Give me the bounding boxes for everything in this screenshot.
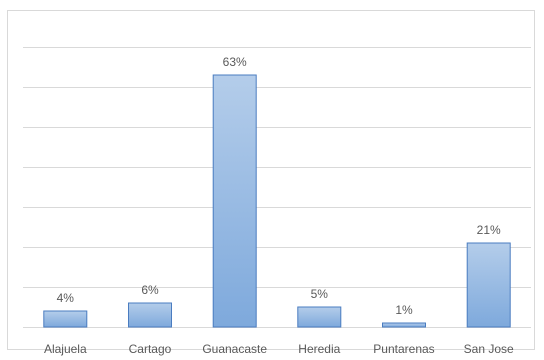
data-label-puntarenas: 1%: [395, 303, 413, 317]
x-tick-label-heredia: Heredia: [298, 342, 340, 356]
data-labels: 4% 6% 63% 5% 1% 21%: [57, 55, 501, 317]
x-tick-label-alajuela: Alajuela: [44, 342, 87, 356]
x-tick-label-guanacaste: Guanacaste: [202, 342, 267, 356]
data-label-san-jose: 21%: [477, 223, 501, 237]
x-axis-tick-labels: Alajuela Cartago Guanacaste Heredia Puntaren…: [44, 342, 514, 356]
x-tick-label-puntarenas: Puntarenas: [373, 342, 434, 356]
bar-cartago: [128, 302, 172, 328]
data-label-cartago: 6%: [141, 283, 159, 297]
bar-guanacaste: [212, 74, 257, 328]
x-tick-label-cartago: Cartago: [129, 342, 172, 356]
bar-puntarenas: [382, 322, 426, 328]
bars: [43, 74, 511, 328]
bar-san-jose: [466, 242, 511, 328]
data-label-alajuela: 4%: [57, 291, 75, 305]
bar-heredia: [297, 306, 342, 328]
bar-alajuela: [43, 310, 88, 328]
x-tick-label-san-jose: San Jose: [464, 342, 514, 356]
data-label-heredia: 5%: [311, 287, 329, 301]
data-label-guanacaste: 63%: [223, 55, 247, 69]
gridlines: [23, 47, 531, 328]
chart-frame: [7, 10, 535, 350]
